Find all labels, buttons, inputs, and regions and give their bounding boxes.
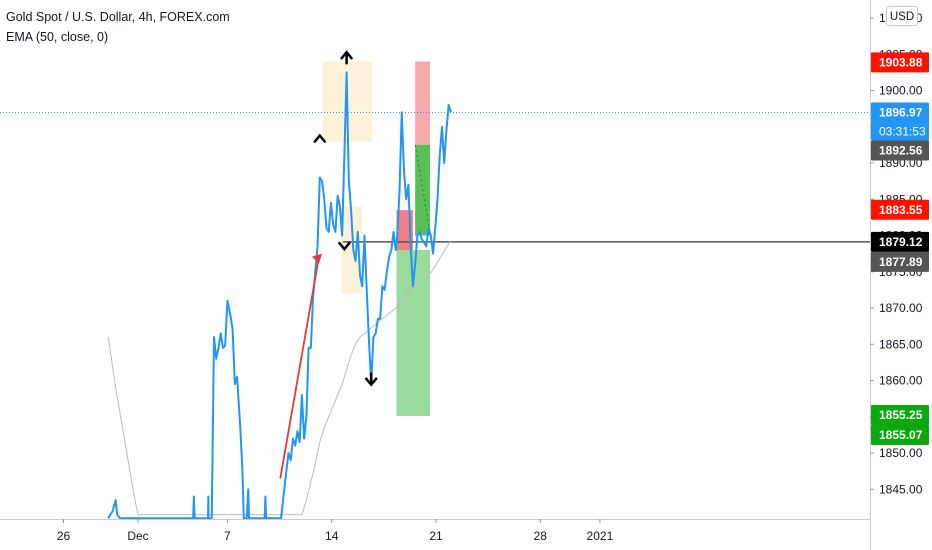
price-tag-label: 1855.07	[879, 428, 923, 442]
price-tag-1855-07: 1855.07	[871, 424, 929, 445]
stop-zone-2	[415, 61, 431, 145]
y-tick-label: 1860.00	[879, 374, 923, 388]
top-arrow-icon	[340, 50, 353, 65]
price-tag-label: 1896.97	[879, 105, 923, 119]
trend-arrow-line	[279, 256, 320, 479]
symbol-title[interactable]: Gold Spot / U.S. Dollar, 4h, FOREX.com	[6, 10, 230, 24]
x-tick-label: 14	[325, 529, 339, 543]
countdown-label: 03:31:53	[879, 124, 926, 138]
price-tag-1883-55: 1883.55	[871, 199, 929, 220]
price-tag-1855-25: 1855.25	[871, 404, 929, 425]
price-axis-tags: 1903.88 1896.97 03:31:53 1892.56 1883.55 1879…	[871, 52, 929, 445]
down-chevron-icon	[338, 241, 351, 252]
chart-legend: Gold Spot / U.S. Dollar, 4h, FOREX.com E…	[6, 7, 230, 47]
x-tick-label: 28	[534, 529, 548, 543]
price-tag-1877-89: 1877.89	[871, 251, 929, 272]
ema-line	[107, 240, 452, 516]
y-tick-label: 1865.00	[879, 337, 923, 351]
price-tag-1892-56: 1892.56	[871, 140, 929, 161]
x-tick-label: 21	[429, 529, 443, 543]
plot-area[interactable]	[0, 50, 870, 519]
price-tag-label: 1883.55	[879, 203, 923, 217]
bottom-arrow-icon	[364, 372, 378, 387]
trend-arrow-head	[312, 253, 323, 264]
price-tag-label: 1892.56	[879, 143, 923, 157]
price-tag-label: 1879.12	[879, 235, 923, 249]
indicator-title[interactable]: EMA (50, close, 0)	[6, 30, 109, 44]
x-tick-label: 26	[57, 529, 71, 543]
price-tag-1879-12: 1879.12	[871, 231, 929, 252]
price-tag-label: 1903.88	[879, 55, 923, 69]
support-highlight-box	[341, 206, 363, 294]
price-line[interactable]	[107, 71, 452, 519]
y-tick-label: 1900.00	[879, 84, 923, 98]
price-tag-1903-88: 1903.88	[871, 52, 929, 73]
price-tag-1896-97: 1896.97 03:31:53	[871, 102, 929, 141]
x-tick-label: Dec	[127, 529, 148, 543]
price-tag-label: 1855.25	[879, 408, 923, 422]
time-axis[interactable]: 26 Dec 7 14 21 28 2021	[57, 519, 614, 543]
x-tick-label: 2021	[587, 529, 614, 543]
up-chevron-icon	[313, 133, 327, 143]
y-tick-label: 1850.00	[879, 446, 923, 460]
currency-button[interactable]: USD	[886, 6, 918, 26]
x-tick-label: 7	[224, 529, 231, 543]
price-tag-label: 1877.89	[879, 255, 923, 269]
y-tick-label: 1870.00	[879, 301, 923, 315]
y-tick-label: 1845.00	[879, 482, 923, 496]
